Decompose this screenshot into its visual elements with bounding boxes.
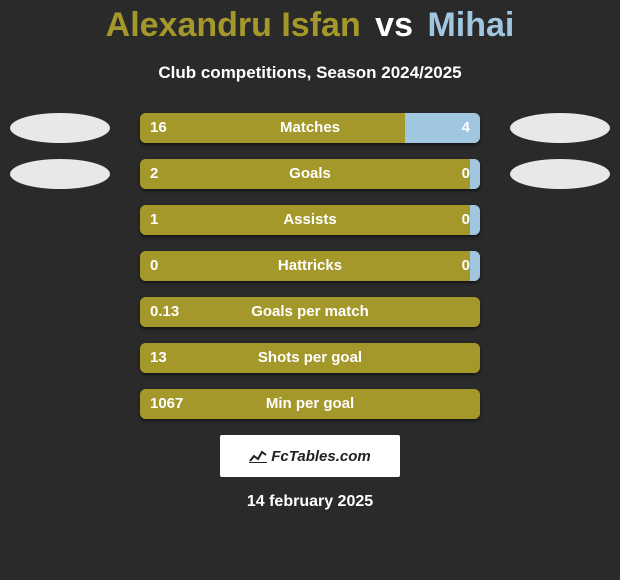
stat-row: 1067Min per goal [0, 389, 620, 419]
stat-row: 0.13Goals per match [0, 297, 620, 327]
avatar-left [10, 159, 110, 189]
title-vs: vs [365, 6, 423, 44]
avatar-right [510, 159, 610, 189]
date-text: 14 february 2025 [0, 493, 620, 511]
stat-label: Hattricks [140, 251, 480, 281]
title-left: Alexandru Isfan [106, 6, 361, 44]
stat-label: Goals [140, 159, 480, 189]
attribution-text: FcTables.com [271, 448, 370, 465]
stat-label: Goals per match [140, 297, 480, 327]
bar-track: 0.13Goals per match [140, 297, 480, 327]
page-title: Alexandru Isfan vs Mihai [0, 0, 620, 45]
stat-row: 164Matches [0, 113, 620, 143]
bar-track: 164Matches [140, 113, 480, 143]
attribution-badge: FcTables.com [220, 435, 400, 477]
subtitle: Club competitions, Season 2024/2025 [0, 63, 620, 83]
chart-icon [249, 449, 267, 463]
stat-row: 00Hattricks [0, 251, 620, 281]
stat-row: 13Shots per goal [0, 343, 620, 373]
bar-track: 10Assists [140, 205, 480, 235]
stat-label: Shots per goal [140, 343, 480, 373]
bar-track: 00Hattricks [140, 251, 480, 281]
stat-row: 10Assists [0, 205, 620, 235]
bar-track: 13Shots per goal [140, 343, 480, 373]
stat-row: 20Goals [0, 159, 620, 189]
stat-label: Matches [140, 113, 480, 143]
avatar-left [10, 113, 110, 143]
stat-label: Min per goal [140, 389, 480, 419]
avatar-right [510, 113, 610, 143]
stat-label: Assists [140, 205, 480, 235]
title-right: Mihai [427, 6, 514, 44]
comparison-chart: 164Matches 20Goals 10Assists 00Hattricks 0.1… [0, 113, 620, 419]
bar-track: 20Goals [140, 159, 480, 189]
bar-track: 1067Min per goal [140, 389, 480, 419]
